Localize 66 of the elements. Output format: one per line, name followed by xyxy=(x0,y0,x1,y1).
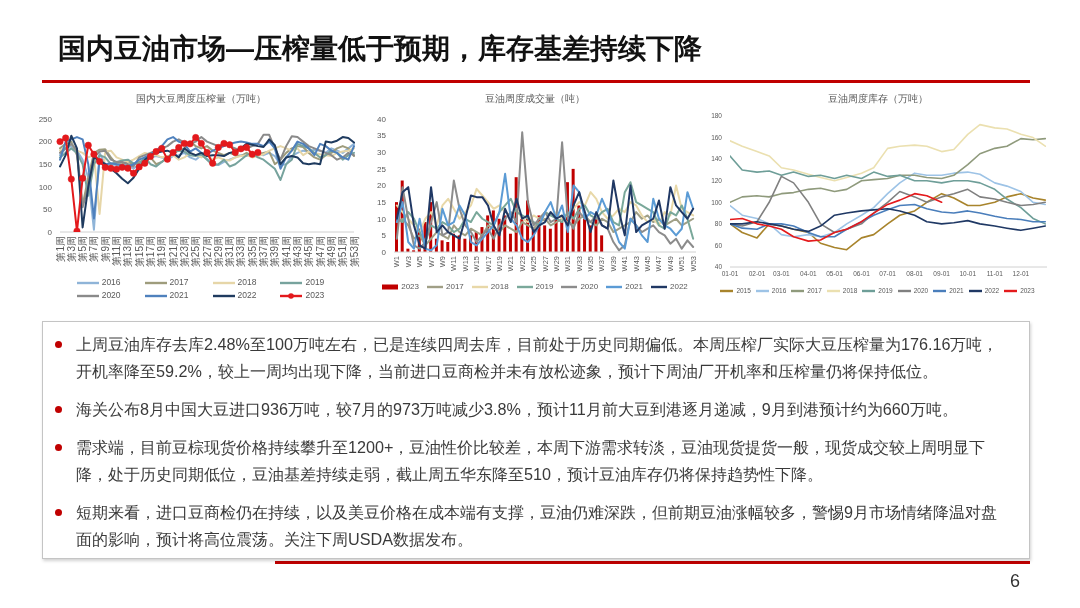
y-tick-label: 10 xyxy=(377,214,387,224)
x-tick-label: 第35周 xyxy=(246,236,258,268)
x-tick-label: 第31周 xyxy=(224,236,236,268)
y-tick-label: 35 xyxy=(377,131,387,141)
y-tick-label: 20 xyxy=(377,181,387,191)
x-tick-label: 第19周 xyxy=(156,236,168,268)
x-tick-label: 第23周 xyxy=(178,236,190,268)
chart-title: 豆油周度库存（万吨） xyxy=(826,92,929,106)
x-tick-label: 第7周 xyxy=(88,236,100,262)
legend-label: 2017 xyxy=(169,277,189,287)
legend-label: 2020 xyxy=(580,282,599,291)
legend-label: 2018 xyxy=(490,282,509,291)
x-tick-label: 第43周 xyxy=(291,236,303,268)
x-tick-label: 第1周 xyxy=(54,236,66,262)
y-tick-label: 0 xyxy=(47,227,53,237)
legend-label: 2023 xyxy=(305,290,325,300)
text: 海关公布8月中国大豆进口936万吨，较7月的973万吨减少3.8%，预计11月前大豆到港逐月递减，9月到港预计约为660万吨。 xyxy=(76,400,958,418)
y-tick-label: 250 xyxy=(38,114,53,124)
x-tick-label: 第15周 xyxy=(133,236,145,268)
text: 上周豆油库存去库2.48%至100万吨左右，已是连续四周去库，目前处于历史同期偏低。本周压榨厂实际大豆压榨量为176.16万吨，开机率降至59.2%，较上一周均出现下降，当前进口豆商检并未有放松迹象，预计下周油厂开机率和压榨量仍将保持低位。 xyxy=(76,335,999,380)
y-tick-label: 30 xyxy=(377,148,387,158)
legend-label: 2019 xyxy=(535,282,554,291)
y-tick-label: 15 xyxy=(377,197,387,207)
legend-label: 2021 xyxy=(169,290,189,300)
x-tick-label: 第41周 xyxy=(280,236,292,268)
x-tick-label: 第45周 xyxy=(303,236,315,268)
x-tick-label: 第53周 xyxy=(348,236,360,268)
x-tick-label: 第49周 xyxy=(325,236,337,268)
x-tick-label: 第39周 xyxy=(269,236,281,268)
legend-label: 2022 xyxy=(669,282,688,291)
x-tick-label: 第47周 xyxy=(314,236,326,268)
x-tick-label: 第9周 xyxy=(99,236,111,262)
y-tick-label: 25 xyxy=(377,164,387,174)
text: 需求端，目前豆棕现货价格持续攀升至1200+，豆油性价比较差，本周下游需求转淡，豆油现货提货一般，现货成交较上周明显下降，处于历史同期低位，豆油基差持续走弱，截止周五华东降至510，预计豆油库存仍将保持趋势性下降。 xyxy=(76,438,986,483)
x-tick-label: 第51周 xyxy=(337,236,349,268)
x-tick-label: 第27周 xyxy=(201,236,213,268)
y-tick-label: 150 xyxy=(38,160,53,170)
text: 6 xyxy=(1010,571,1021,591)
x-tick-label: 第17周 xyxy=(144,236,156,268)
chart-title: 豆油周度成交量（吨） xyxy=(484,92,586,106)
x-tick-label: 第13周 xyxy=(122,236,134,268)
x-tick-label: 第33周 xyxy=(235,236,247,268)
x-tick-label: 第37周 xyxy=(258,236,270,268)
x-tick-label: 第21周 xyxy=(167,236,179,268)
y-tick-label: 5 xyxy=(381,231,387,241)
x-tick-label: 第5周 xyxy=(77,236,89,262)
y-tick-label: 200 xyxy=(38,137,53,147)
chart-title: 国内大豆周度压榨量（万吨） xyxy=(134,92,267,106)
y-tick-label: 40 xyxy=(377,114,387,124)
legend-label: 2021 xyxy=(625,282,643,291)
legend-label: 2019 xyxy=(305,277,325,287)
legend-label: 2022 xyxy=(237,290,257,300)
legend-label: 2018 xyxy=(237,277,257,287)
legend-label: 2016 xyxy=(101,277,121,287)
y-tick-label: 0 xyxy=(381,247,387,257)
x-tick-label: 第11周 xyxy=(111,236,123,267)
y-tick-label: 100 xyxy=(38,182,53,192)
legend-label: 2023 xyxy=(401,282,419,291)
x-tick-label: 第3周 xyxy=(65,236,77,262)
x-tick-label: 第29周 xyxy=(212,236,224,268)
text: 短期来看，进口豆商检仍在持续，以及美豆价格在成本端有支撑，豆油仍难深跌，但前期豆油涨幅较多，警惕9月市场情绪降温对盘面的影响，预计将高位震荡。关注下周USDA数据发布。 xyxy=(76,503,998,548)
text: 国内豆油市场—压榨量低于预期，库存基差持续下降 xyxy=(58,32,703,66)
y-tick-label: 50 xyxy=(43,205,53,215)
legend-label: 2020 xyxy=(101,290,121,300)
legend-label: 2017 xyxy=(446,282,464,291)
x-tick-label: 第25周 xyxy=(190,236,202,268)
